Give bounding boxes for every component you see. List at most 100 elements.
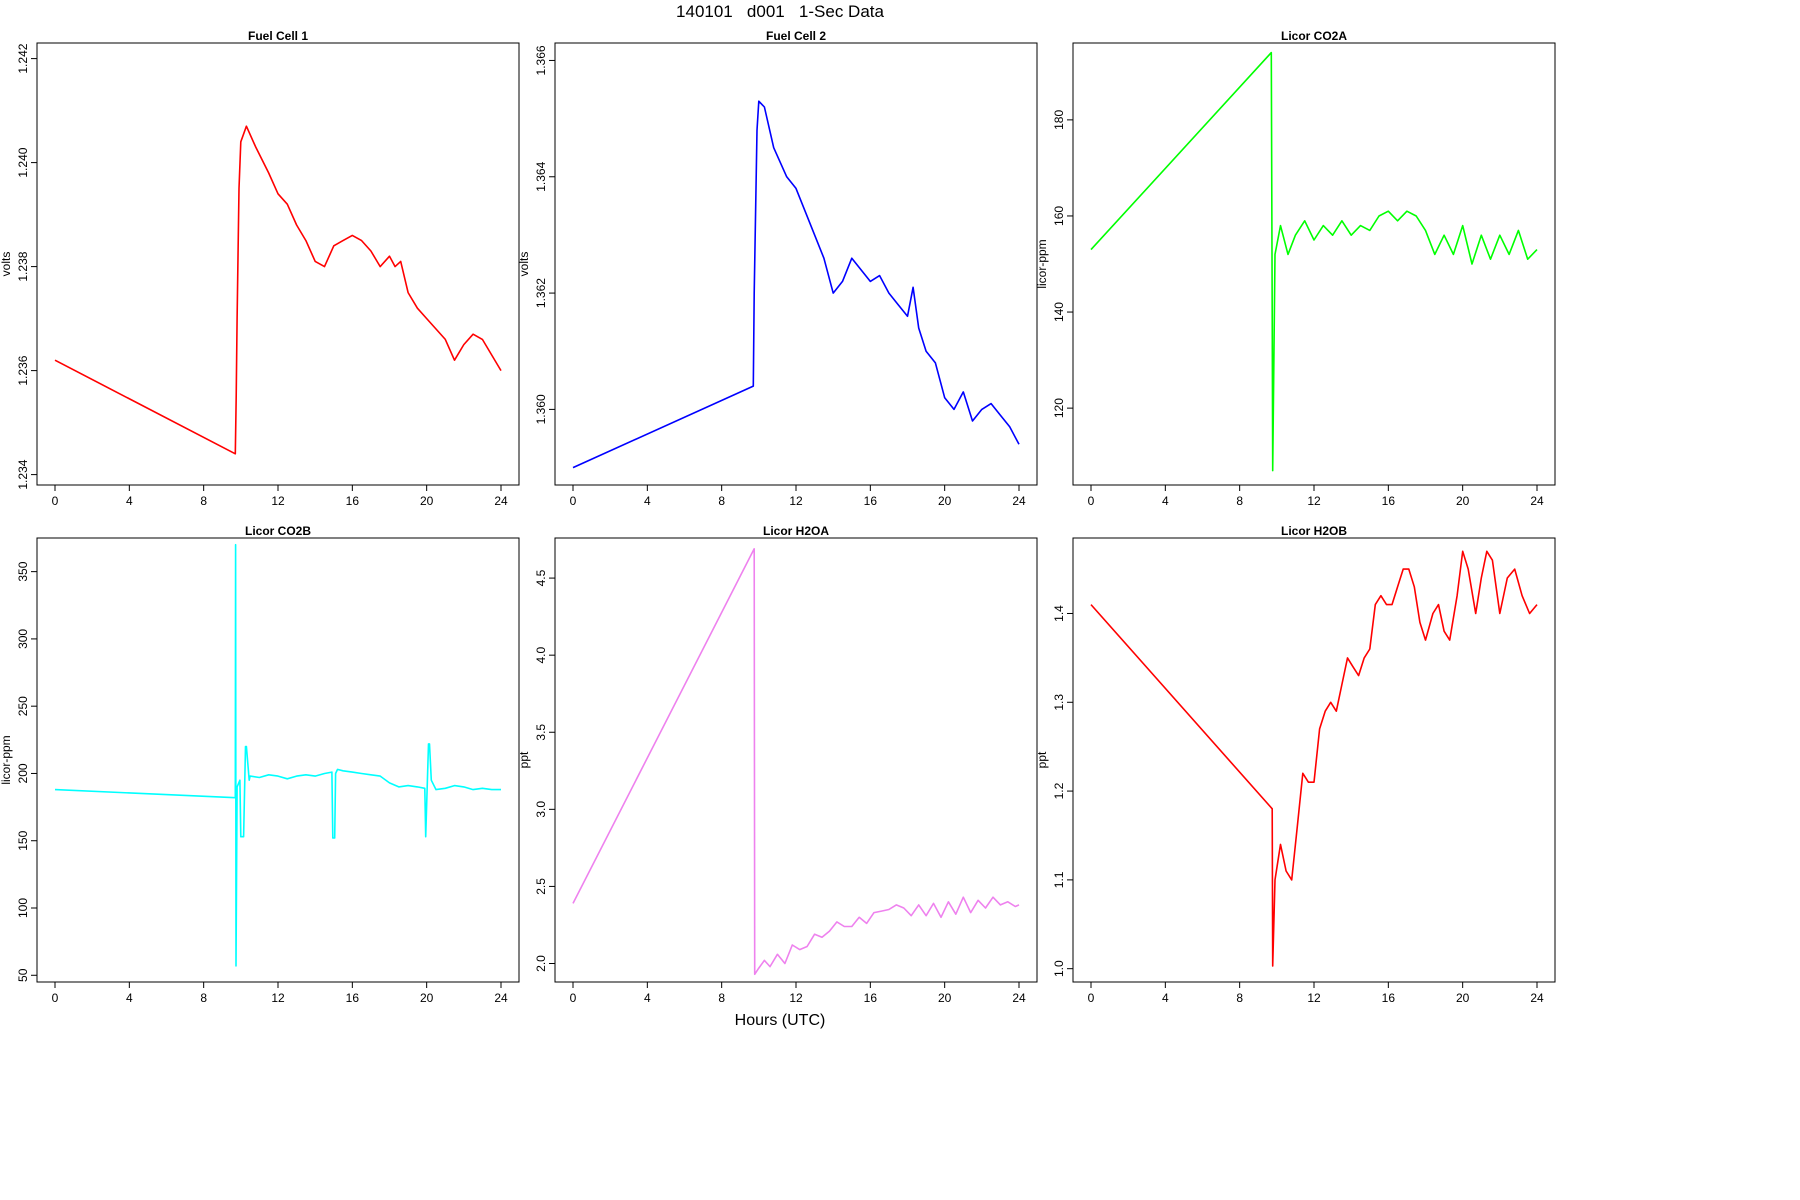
y-tick-label: 1.236 [16, 355, 30, 385]
y-tick-label: 350 [16, 561, 30, 581]
y-tick-label: 100 [16, 898, 30, 918]
y-tick-label: 1.360 [534, 394, 548, 424]
y-tick-label: 250 [16, 696, 30, 716]
x-tick-label: 12 [789, 991, 803, 1005]
x-tick-label: 8 [718, 494, 725, 508]
x-tick-label: 4 [1162, 494, 1169, 508]
y-tick-label: 200 [16, 763, 30, 783]
x-tick-label: 24 [1530, 494, 1544, 508]
y-tick-label: 2.0 [534, 955, 548, 972]
y-tick-label: 3.0 [534, 801, 548, 818]
y-tick-label: 150 [16, 830, 30, 850]
x-tick-label: 20 [420, 494, 434, 508]
x-tick-label: 20 [938, 991, 952, 1005]
x-tick-label: 16 [864, 494, 878, 508]
plot-frame [36, 537, 520, 983]
series-line [54, 543, 501, 967]
y-tick-label: 50 [16, 968, 30, 982]
chart-panel-6: Licor H2OB ppt 0 4 8 12 16 20 24 1.0 1.1 1.2 1.3 1.4 [1035, 524, 1556, 1005]
y-tick-label: 1.366 [534, 45, 548, 75]
y-axis-label: volts [0, 252, 13, 277]
x-tick-label: 8 [200, 991, 207, 1005]
y-tick-label: 1.364 [534, 161, 548, 191]
panel-title: Licor H2OB [1281, 524, 1347, 538]
y-tick-label: 1.238 [16, 251, 30, 281]
y-tick-label: 1.1 [1052, 871, 1066, 888]
x-tick-label: 12 [789, 494, 803, 508]
x-tick-label: 16 [346, 494, 360, 508]
panel-title: Licor CO2B [245, 524, 311, 538]
plot-frame [1072, 537, 1556, 983]
x-tick-label: 0 [1088, 494, 1095, 508]
x-tick-label: 8 [200, 494, 207, 508]
x-tick-label: 16 [1382, 991, 1396, 1005]
x-tick-label: 0 [570, 494, 577, 508]
series-line [572, 100, 1020, 469]
y-tick-label: 1.242 [16, 43, 30, 73]
x-tick-label: 4 [644, 494, 651, 508]
x-tick-label: 4 [126, 494, 133, 508]
y-axis-label: ppt [517, 751, 531, 768]
x-tick-label: 0 [52, 991, 59, 1005]
x-tick-label: 4 [1162, 991, 1169, 1005]
y-tick-label: 1.4 [1052, 605, 1066, 622]
y-tick-label: 180 [1052, 110, 1066, 130]
x-tick-label: 0 [570, 991, 577, 1005]
x-tick-label: 12 [271, 494, 285, 508]
x-tick-label: 8 [1236, 494, 1243, 508]
y-tick-label: 120 [1052, 398, 1066, 418]
series-line [572, 547, 1020, 976]
y-axis-label: licor-ppm [0, 735, 13, 784]
panel-title: Fuel Cell 1 [248, 29, 308, 43]
x-tick-label: 4 [644, 991, 651, 1005]
y-tick-label: 1.0 [1052, 960, 1066, 977]
x-tick-label: 16 [1382, 494, 1396, 508]
x-tick-label: 8 [718, 991, 725, 1005]
plot-frame [36, 42, 520, 486]
y-tick-label: 300 [16, 629, 30, 649]
y-tick-label: 4.5 [534, 569, 548, 586]
y-tick-label: 1.362 [534, 278, 548, 308]
plot-frame [554, 42, 1038, 486]
chart-panel-2: Fuel Cell 2 volts 0 4 8 12 16 20 24 1.360 1.362 1.3… [517, 29, 1038, 508]
chart-panel-3: Licor CO2A licor-ppm 0 4 8 12 16 20 24 120 140 160 1… [1035, 29, 1556, 508]
y-tick-label: 140 [1052, 302, 1066, 322]
x-tick-label: 16 [346, 991, 360, 1005]
y-tick-label: 1.3 [1052, 694, 1066, 711]
x-tick-label: 20 [420, 991, 434, 1005]
series-line [1090, 51, 1538, 472]
x-tick-label: 20 [1456, 991, 1470, 1005]
y-tick-label: 3.5 [534, 724, 548, 741]
series-line [1090, 550, 1538, 967]
panel-title: Licor H2OA [763, 524, 829, 538]
y-tick-label: 2.5 [534, 878, 548, 895]
plot-frame [1072, 42, 1556, 486]
plot-frame [554, 537, 1038, 983]
x-tick-label: 24 [1530, 991, 1544, 1005]
y-tick-label: 1.234 [16, 459, 30, 489]
page-title: 140101 d001 1-Sec Data [676, 2, 884, 21]
chart-panel-5: Licor H2OA ppt 0 4 8 12 16 20 24 2.0 2.5 3.0 3.5 4.0 4… [517, 524, 1038, 1005]
x-tick-label: 24 [494, 494, 508, 508]
x-tick-label: 0 [52, 494, 59, 508]
x-tick-label: 12 [271, 991, 285, 1005]
x-tick-label: 24 [494, 991, 508, 1005]
x-tick-label: 12 [1307, 494, 1321, 508]
x-tick-label: 12 [1307, 991, 1321, 1005]
x-tick-label: 0 [1088, 991, 1095, 1005]
x-tick-label: 16 [864, 991, 878, 1005]
x-tick-label: 24 [1012, 494, 1026, 508]
x-tick-label: 24 [1012, 991, 1026, 1005]
x-tick-label: 20 [1456, 494, 1470, 508]
chart-panel-1: Fuel Cell 1 volts 0 4 8 12 16 20 24 1.234 1.236 1.2… [0, 29, 520, 508]
chart-panel-4: Licor CO2B licor-ppm 0 4 8 12 16 20 24 50 100 150 20… [0, 524, 520, 1005]
y-tick-label: 1.240 [16, 147, 30, 177]
y-tick-label: 1.2 [1052, 782, 1066, 799]
series-line [54, 125, 502, 455]
x-tick-label: 20 [938, 494, 952, 508]
y-axis-label: volts [517, 252, 531, 277]
y-axis-label: licor-ppm [1035, 239, 1049, 288]
y-axis-label: ppt [1035, 751, 1049, 768]
panel-title: Fuel Cell 2 [766, 29, 826, 43]
